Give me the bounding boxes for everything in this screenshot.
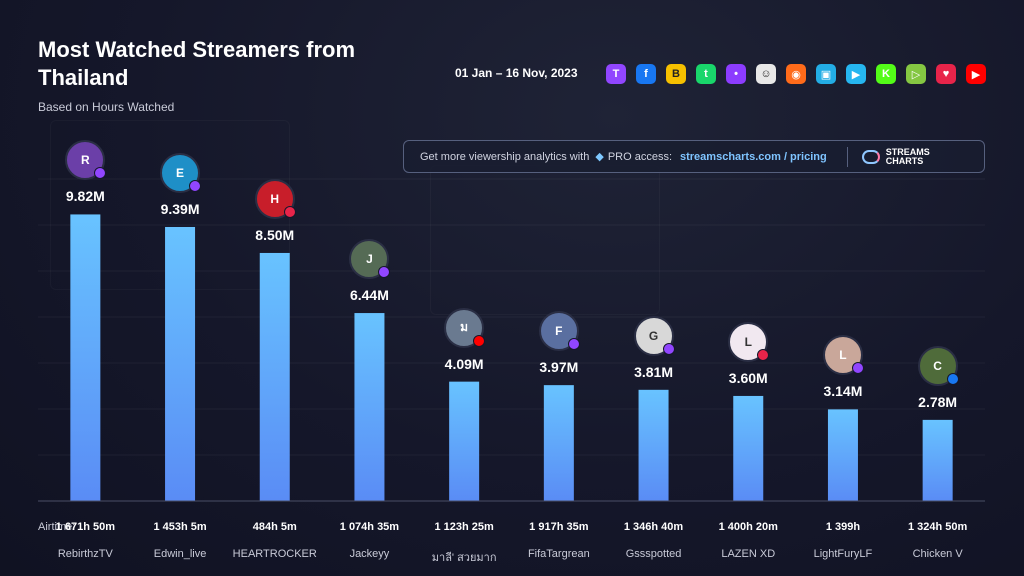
heart-badge-icon — [283, 205, 296, 218]
logo-line1: STREAMS — [885, 146, 930, 157]
streamscharts-logo: STREAMS CHARTS — [861, 146, 930, 166]
avatar[interactable]: C — [917, 345, 959, 386]
bar-edwin-live[interactable] — [165, 226, 196, 501]
ghost-icon: ☺ — [756, 64, 776, 84]
airtime-value: 1 324h 50m — [907, 521, 968, 533]
streamer-name: LightFuryLF — [813, 548, 873, 560]
twitch-badge-icon — [851, 362, 864, 375]
banner-divider — [846, 146, 848, 167]
banner-text: Get more viewership analytics with — [420, 150, 590, 163]
bar-rebirthztv[interactable] — [70, 214, 101, 501]
avatar[interactable]: J — [349, 239, 391, 280]
camera-icon: ▶ — [846, 64, 866, 84]
heart-badge-icon — [757, 348, 770, 361]
bilibili-icon: ▣ — [816, 64, 836, 84]
avatar[interactable]: F — [538, 311, 580, 352]
banner-pro: PRO access: — [607, 150, 672, 163]
streamer-name: RebirthzTV — [57, 548, 113, 560]
airtime-value: 484h 5m — [252, 521, 297, 533]
streamer-name: Chicken V — [912, 548, 963, 560]
twitch-icon: T — [606, 64, 626, 84]
streamer-name: HEARTROCKER — [232, 548, 317, 560]
chart-subtitle: Based on Hours Watched — [38, 100, 175, 114]
twitch-badge-icon — [189, 179, 202, 192]
logo-line2: CHARTS — [885, 155, 924, 166]
airtime-value: 1 453h 5m — [153, 521, 207, 533]
value-label: 6.44M — [349, 287, 389, 304]
airtime-label: Airtime: — [38, 521, 76, 533]
pricing-link[interactable]: streamscharts.com / pricing — [680, 150, 827, 163]
avatar[interactable]: L — [728, 321, 770, 362]
facebook-badge-icon — [946, 372, 959, 385]
bar-chicken-v[interactable] — [922, 419, 953, 501]
value-label: 3.97M — [539, 359, 579, 376]
airtime-value: 1 074h 35m — [339, 521, 400, 533]
streamer-name: Gssspotted — [625, 548, 682, 560]
bar-lazen-xd[interactable] — [733, 395, 764, 501]
trovo-icon: t — [696, 64, 716, 84]
afreeca-icon: ◉ — [786, 64, 806, 84]
value-label: 9.82M — [65, 188, 105, 205]
avatar[interactable]: E — [160, 152, 202, 193]
streamer-name: LAZEN XD — [721, 548, 776, 560]
streamer-name: Edwin_live — [153, 548, 207, 560]
bar-lightfurylf[interactable] — [827, 409, 858, 501]
twitch-badge-icon — [662, 342, 675, 355]
twitch-badge-icon — [94, 167, 107, 180]
twitch-badge-icon — [378, 266, 391, 279]
bar--[interactable] — [449, 381, 480, 501]
facebook-icon: f — [636, 64, 656, 84]
booyah-icon: B — [666, 64, 686, 84]
rumble-icon: ▷ — [906, 64, 926, 84]
bar-heartrocker[interactable] — [259, 252, 290, 501]
kick-icon: K — [876, 64, 896, 84]
bar-gssspotted[interactable] — [638, 389, 669, 501]
value-label: 2.78M — [918, 393, 958, 410]
airtime-value: 1 123h 25m — [434, 521, 494, 533]
airtime-value: 1 400h 20m — [718, 521, 778, 533]
diamond-icon: ◆ — [595, 151, 604, 163]
youtube-badge-icon — [473, 334, 486, 347]
avatar[interactable]: L — [822, 335, 864, 376]
avatar[interactable]: R — [65, 140, 107, 181]
streamer-name: FifaTargrean — [527, 548, 590, 560]
avatar[interactable]: G — [633, 315, 675, 356]
date-range: 01 Jan – 16 Nov, 2023 — [455, 66, 578, 80]
value-label: 3.60M — [728, 369, 768, 386]
value-label: 8.50M — [255, 226, 295, 243]
streamer-name: มาลี' สวยมาก — [431, 552, 497, 564]
avatar[interactable]: ม — [444, 307, 486, 348]
pro-banner[interactable]: Get more viewership analytics with ◆ PRO… — [403, 140, 985, 173]
kick-like-purple-icon: • — [726, 64, 746, 84]
chart-title: Most Watched Streamers from Thailand — [38, 37, 356, 90]
streamscharts-logo-icon — [861, 149, 880, 164]
value-label: 3.14M — [823, 383, 863, 400]
airtime-value: 1 917h 35m — [529, 521, 589, 533]
airtime-value: 1 399h — [825, 521, 861, 533]
twitch-badge-icon — [567, 338, 580, 351]
value-label: 3.81M — [634, 363, 673, 380]
youtube-icon: ▶ — [966, 64, 986, 84]
streamer-name: Jackeyy — [349, 548, 390, 560]
heart-icon: ♥ — [936, 64, 956, 84]
bar-fifatargrean[interactable] — [543, 385, 574, 501]
value-label: 4.09M — [444, 355, 484, 372]
airtime-value: 1 346h 40m — [623, 521, 684, 533]
value-label: 9.39M — [160, 200, 200, 217]
bar-jackeyy[interactable] — [354, 313, 385, 501]
airtime-value: 1 671h 50m — [55, 521, 115, 533]
avatar[interactable]: H — [254, 178, 296, 219]
